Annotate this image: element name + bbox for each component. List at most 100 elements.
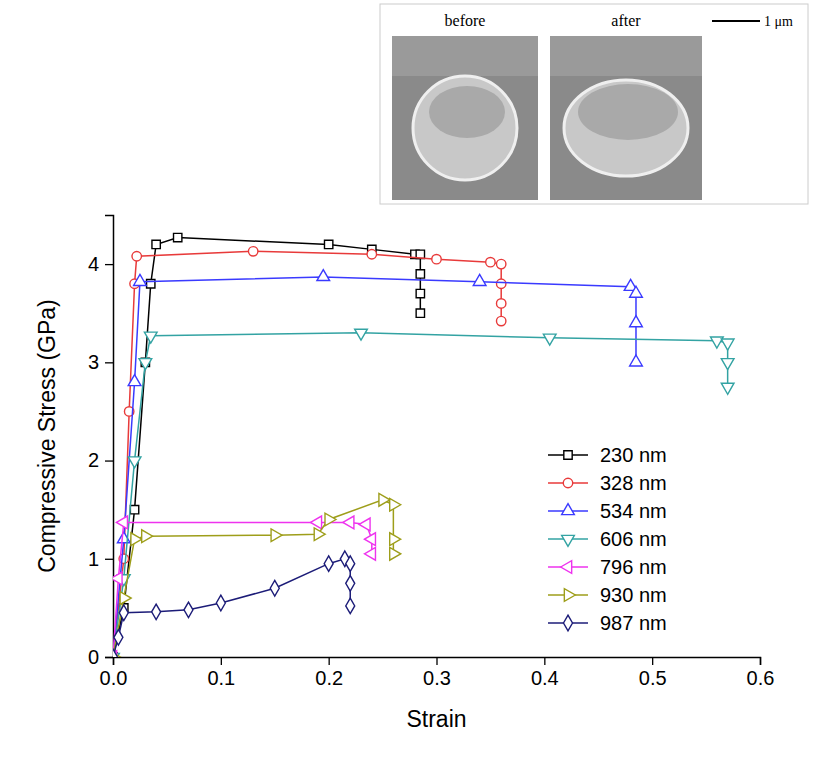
- point: [496, 259, 505, 268]
- inset-label: after: [611, 12, 641, 29]
- chart: 0.00.10.20.30.40.50.601234StrainCompress…: [0, 0, 813, 758]
- point: [114, 630, 123, 646]
- legend-label: 987 nm: [600, 612, 667, 634]
- point: [248, 247, 257, 256]
- point: [128, 457, 141, 468]
- tick-mark: [105, 264, 113, 265]
- point: [113, 649, 117, 657]
- tick: 0.5: [639, 657, 667, 689]
- tick-mark: [221, 657, 222, 665]
- legend-label: 606 nm: [600, 528, 667, 550]
- inset-frame: [380, 4, 808, 204]
- point: [324, 240, 332, 248]
- point: [496, 279, 505, 288]
- tick: 0.4: [531, 657, 559, 689]
- series-line: [113, 238, 420, 657]
- point: [379, 493, 390, 506]
- point: [113, 572, 122, 585]
- legend: 230 nm328 nm534 nm606 nm796 nm930 nm987 …: [548, 444, 667, 634]
- point: [364, 548, 375, 561]
- point: [116, 516, 127, 529]
- tick: 0.3: [423, 657, 451, 689]
- legend-marker: [563, 478, 572, 487]
- point: [139, 359, 152, 370]
- plot-data: [113, 233, 734, 657]
- point: [317, 270, 330, 281]
- legend-marker: [564, 451, 572, 459]
- point: [144, 332, 157, 343]
- series-line: [113, 559, 350, 657]
- inset-label: before: [445, 12, 486, 29]
- axis-line: [105, 216, 114, 658]
- tick: 1: [88, 548, 113, 570]
- tick: 3: [88, 351, 113, 373]
- tick-mark: [652, 657, 653, 665]
- point: [432, 254, 441, 263]
- tick: 2: [88, 449, 113, 471]
- scale-bar-label: 1 μm: [764, 14, 793, 29]
- tick-label: 0.3: [423, 667, 451, 689]
- pillar-top: [578, 84, 678, 140]
- series-line: [113, 251, 501, 657]
- point: [721, 383, 734, 394]
- tick-label: 0.1: [207, 667, 235, 689]
- series: [113, 247, 506, 657]
- sem-substrate: [550, 36, 702, 76]
- point: [543, 334, 556, 345]
- tick-mark: [105, 362, 113, 363]
- legend-marker: [561, 561, 572, 574]
- tick-mark: [760, 657, 761, 665]
- point: [142, 530, 153, 543]
- tick: 0.2: [315, 657, 343, 689]
- tick-label: 1: [88, 548, 99, 570]
- point: [216, 595, 225, 611]
- legend-label: 230 nm: [600, 444, 667, 466]
- series: [113, 270, 642, 657]
- tick-label: 0: [88, 646, 99, 668]
- point: [416, 309, 424, 317]
- tick-label: 2: [88, 449, 99, 471]
- tick-label: 0.5: [639, 667, 667, 689]
- point: [496, 299, 505, 308]
- tick-label: 0.4: [531, 667, 559, 689]
- point: [131, 533, 142, 546]
- inset: before after 1 μm: [380, 4, 808, 204]
- tick-mark: [329, 657, 330, 665]
- point: [486, 257, 495, 266]
- tick: 4: [88, 253, 113, 275]
- series-line: [113, 500, 393, 657]
- tick: 0.1: [207, 657, 235, 689]
- point: [416, 289, 424, 297]
- point: [120, 592, 131, 605]
- point: [130, 505, 138, 513]
- point: [152, 240, 160, 248]
- tick: 0: [88, 646, 113, 668]
- pillar: [564, 80, 688, 176]
- point: [496, 316, 505, 325]
- point: [355, 329, 368, 340]
- point: [721, 339, 734, 350]
- pillar-top: [429, 86, 505, 138]
- legend-marker: [564, 615, 573, 631]
- sem-image: [550, 36, 702, 200]
- series-line: [113, 522, 372, 657]
- legend-marker: [564, 589, 575, 602]
- point: [630, 316, 643, 327]
- axis-line: [114, 658, 761, 666]
- legend-label: 534 nm: [600, 500, 667, 522]
- tick-mark: [105, 657, 113, 658]
- point: [184, 602, 193, 618]
- legend-marker: [562, 535, 575, 546]
- point: [346, 598, 355, 614]
- point: [270, 580, 279, 596]
- tick-label: 4: [88, 253, 99, 275]
- point: [390, 533, 401, 546]
- point: [325, 513, 336, 526]
- tick-label: 3: [88, 351, 99, 373]
- x-axis-title: Strain: [406, 706, 466, 732]
- point: [390, 548, 401, 561]
- legend-label: 796 nm: [600, 556, 667, 578]
- scale-bar: [712, 20, 760, 22]
- point: [174, 233, 182, 241]
- point: [721, 359, 734, 370]
